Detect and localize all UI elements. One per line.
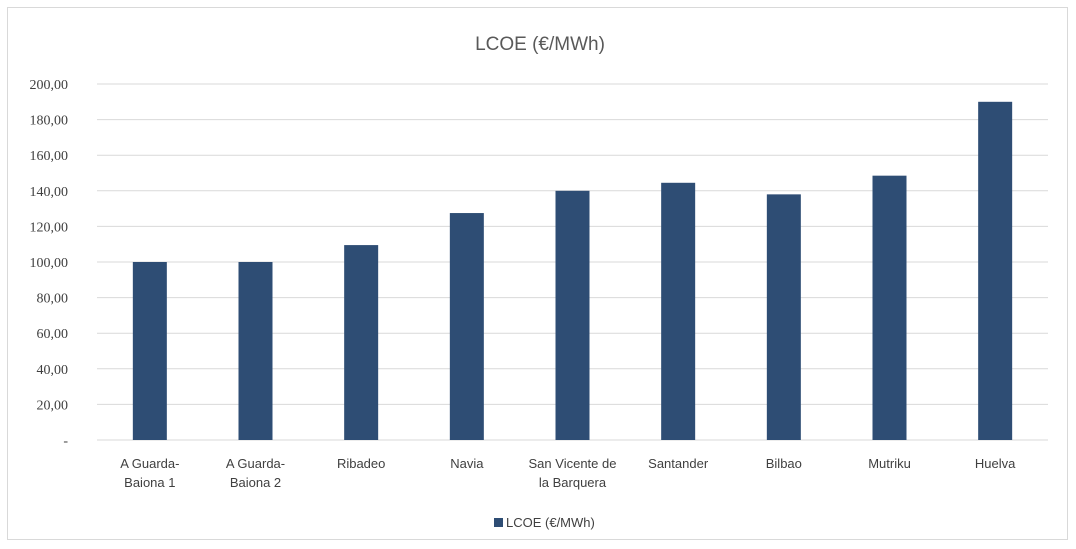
x-category-label: Ribadeo bbox=[337, 456, 385, 471]
x-category-label: San Vicente de la Barquera bbox=[529, 456, 617, 490]
x-category-label: A Guarda- Baiona 1 bbox=[120, 456, 179, 490]
x-category-label-line: Mutriku bbox=[868, 456, 911, 471]
y-axis-tick-labels: - 20,00 40,00 60,00 80,00 100,00 120,00 140,00 1… bbox=[30, 78, 69, 449]
x-category-label-line: A Guarda- bbox=[226, 456, 285, 471]
x-category-label-line: Navia bbox=[450, 456, 484, 471]
y-tick-label: 40,00 bbox=[37, 363, 69, 378]
x-axis-category-labels: A Guarda- Baiona 1 A Guarda- Baiona 2 Ribade… bbox=[120, 456, 1016, 490]
x-category-label-line: Santander bbox=[648, 456, 709, 471]
legend-label: LCOE (€/MWh) bbox=[506, 515, 595, 530]
x-category-label: Bilbao bbox=[766, 456, 802, 471]
bar bbox=[132, 262, 167, 440]
legend: LCOE (€/MWh) bbox=[494, 515, 595, 530]
bar bbox=[978, 101, 1013, 441]
x-category-label: A Guarda- Baiona 2 bbox=[226, 456, 285, 490]
chart-title: LCOE (€/MWh) bbox=[475, 34, 605, 55]
bar bbox=[872, 175, 907, 441]
x-category-label-line: Baiona 1 bbox=[124, 475, 175, 490]
x-category-label: Santander bbox=[648, 456, 709, 471]
x-category-label: Huelva bbox=[975, 456, 1016, 471]
x-category-label-line: Huelva bbox=[975, 456, 1016, 471]
x-category-label-line: Bilbao bbox=[766, 456, 802, 471]
bar bbox=[344, 245, 379, 440]
bar bbox=[449, 213, 484, 440]
bars bbox=[132, 101, 1013, 441]
y-tick-label: 120,00 bbox=[30, 220, 69, 235]
y-tick-label: 60,00 bbox=[37, 327, 69, 342]
y-tick-label: 200,00 bbox=[30, 78, 69, 93]
x-category-label: Navia bbox=[450, 456, 484, 471]
x-category-label: Mutriku bbox=[868, 456, 911, 471]
x-category-label-line: Baiona 2 bbox=[230, 475, 281, 490]
x-category-label-line: la Barquera bbox=[539, 475, 607, 490]
bar bbox=[555, 190, 590, 440]
bar bbox=[661, 182, 696, 441]
y-tick-label: - bbox=[63, 434, 68, 449]
y-tick-label: 80,00 bbox=[37, 292, 69, 307]
bar bbox=[766, 194, 801, 440]
y-tick-label: 140,00 bbox=[30, 185, 69, 200]
legend-swatch bbox=[494, 518, 503, 527]
y-tick-label: 20,00 bbox=[37, 398, 69, 413]
bar bbox=[238, 262, 273, 440]
y-tick-label: 180,00 bbox=[30, 114, 69, 129]
y-tick-label: 100,00 bbox=[30, 256, 69, 271]
x-category-label-line: Ribadeo bbox=[337, 456, 385, 471]
y-tick-label: 160,00 bbox=[30, 149, 69, 164]
x-category-label-line: A Guarda- bbox=[120, 456, 179, 471]
x-category-label-line: San Vicente de bbox=[529, 456, 617, 471]
